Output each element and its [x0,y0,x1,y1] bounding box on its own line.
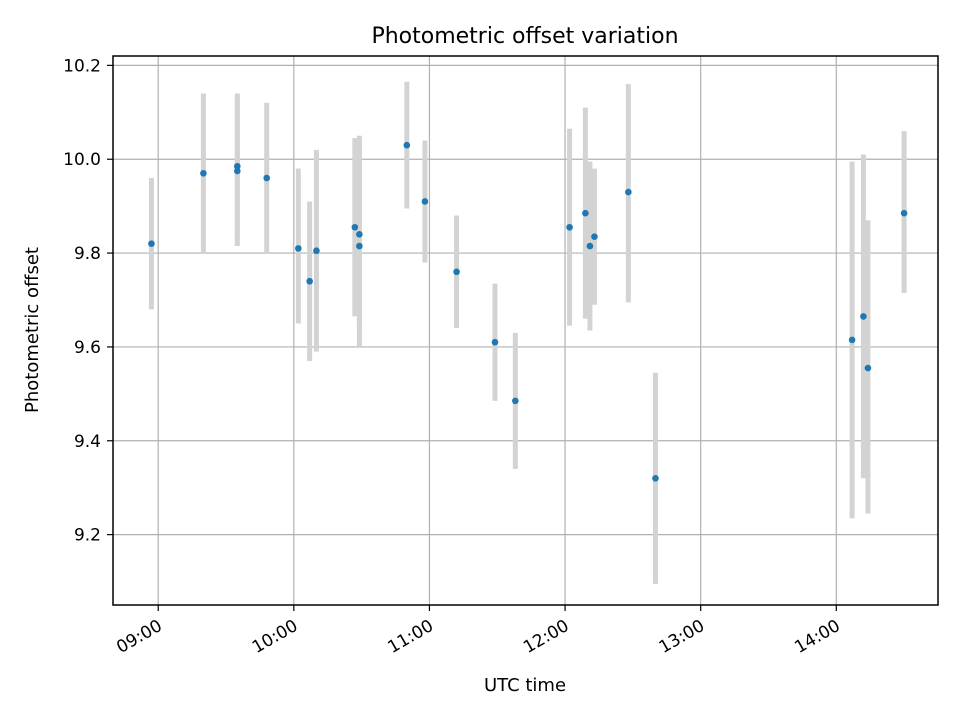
y-tick-label: 10.0 [63,150,101,170]
data-point [591,233,598,240]
data-point [586,242,594,250]
chart-title: Photometric offset variation [371,24,678,49]
data-point [234,162,241,170]
y-axis-label: Photometric offset [22,247,43,413]
data-point [566,223,573,231]
data-point [625,188,632,196]
data-point [900,209,908,217]
x-axis-label: UTC time [484,675,566,696]
data-points [148,141,908,482]
data-point [421,198,429,205]
data-point [864,364,872,372]
data-point [356,231,363,238]
data-point [491,338,499,346]
data-point [403,141,411,149]
data-point [582,209,589,217]
plot-area-frame [112,55,939,606]
data-point [351,223,359,231]
y-tick-label: 10.2 [63,56,101,76]
data-point [234,167,241,175]
y-tick-label: 9.4 [74,432,101,452]
data-point [148,240,155,247]
data-point [453,268,460,276]
data-point [356,242,363,250]
y-tick-label: 9.8 [74,244,101,264]
data-point [313,247,320,255]
data-point [848,336,856,344]
y-tick-label: 9.6 [74,338,101,358]
data-point [306,277,313,285]
data-point [512,397,519,405]
y-tick-label: 9.2 [74,526,101,546]
data-point [652,475,659,482]
data-point [860,313,867,320]
data-point [263,174,270,182]
data-point [200,170,207,177]
data-point [295,245,302,252]
grid-lines [113,56,938,605]
